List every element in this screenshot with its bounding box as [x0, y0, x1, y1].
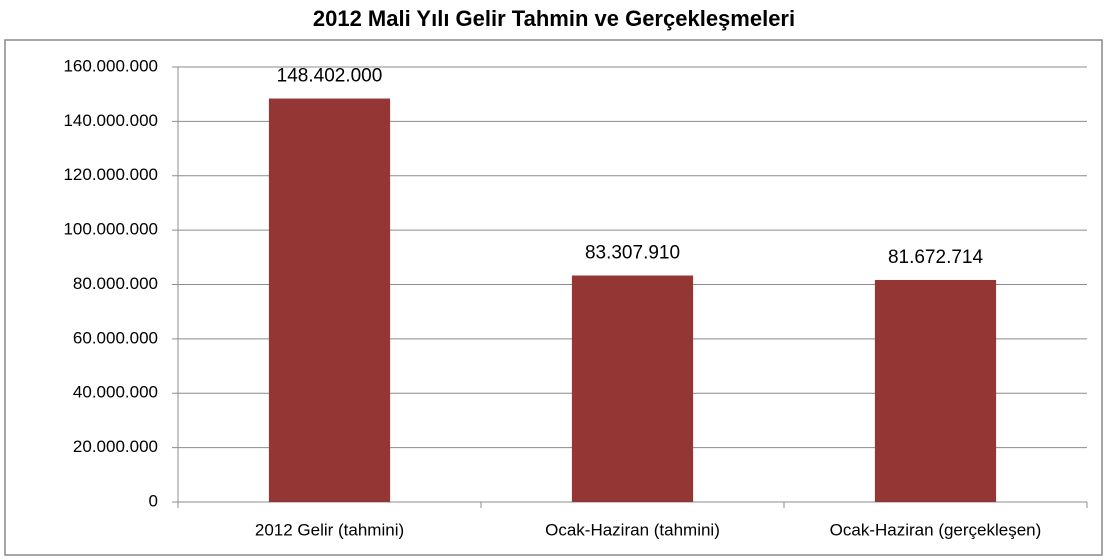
chart-title: 2012 Mali Yılı Gelir Tahmin ve Gerçekleş…	[313, 6, 795, 31]
y-tick-label: 140.000.000	[63, 111, 158, 130]
y-tick-label: 100.000.000	[63, 220, 158, 239]
data-label: 81.672.714	[888, 247, 984, 268]
y-tick-label: 120.000.000	[63, 165, 158, 184]
bar	[268, 98, 391, 503]
chart-border	[4, 39, 1103, 556]
y-tick-label: 40.000.000	[73, 383, 158, 402]
x-tick-label: Ocak-Haziran (gerçekleşen)	[830, 520, 1042, 539]
data-label: 83.307.910	[585, 243, 680, 264]
y-tick-label: 0	[149, 491, 158, 510]
bar	[874, 279, 997, 502]
y-tick-label: 20.000.000	[73, 437, 158, 456]
y-tick-label: 60.000.000	[73, 328, 158, 347]
y-tick-label: 160.000.000	[63, 56, 158, 75]
x-tick-label: 2012 Gelir (tahmini)	[255, 520, 404, 539]
data-label: 148.402.000	[277, 66, 383, 87]
x-tick-label: Ocak-Haziran (tahmini)	[545, 520, 720, 539]
y-tick-label: 80.000.000	[73, 274, 158, 293]
bar	[571, 275, 694, 502]
